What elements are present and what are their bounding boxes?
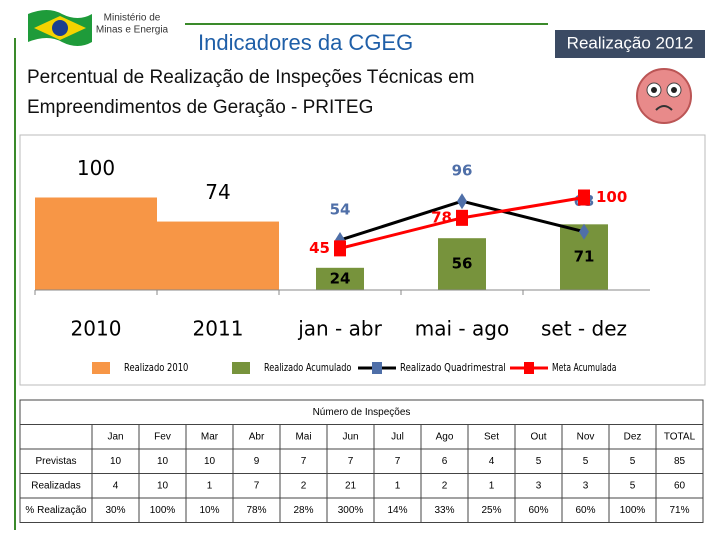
legend-swatch — [92, 362, 110, 374]
table-cell: 78% — [246, 505, 266, 516]
column-header: Abr — [249, 431, 265, 442]
table-cell: 5 — [630, 456, 636, 467]
value-label: 71 — [574, 248, 595, 266]
table-cell: 85 — [674, 456, 686, 467]
legend-label: Meta Acumulada — [552, 361, 616, 374]
bar — [157, 222, 279, 290]
value-label: 45 — [309, 239, 330, 257]
value-label: 74 — [205, 180, 230, 204]
table-cell: 10 — [110, 456, 122, 467]
header-title: Indicadores da CGEG — [198, 30, 413, 55]
table-title: Número de Inspeções — [313, 407, 411, 418]
x-tick-label: 2011 — [193, 317, 244, 341]
table-cell: 33% — [434, 505, 454, 516]
value-label: 56 — [452, 255, 473, 273]
legend-label: Realizado Acumulado — [264, 361, 352, 374]
column-header: Ago — [436, 431, 454, 442]
table-cell: 1 — [489, 480, 495, 491]
page: Ministério de Minas e Energia Indicadore… — [0, 0, 710, 533]
table-cell: 7 — [395, 456, 401, 467]
table-cell: 10 — [157, 456, 169, 467]
table-cell: 60% — [528, 505, 548, 516]
legend-label: Realizado 2010 — [124, 361, 188, 374]
table-cell: 4 — [489, 456, 495, 467]
face-icon — [637, 69, 691, 123]
value-label: 100 — [596, 188, 627, 206]
table-cell: 10% — [199, 505, 219, 516]
value-label: 100 — [77, 156, 115, 180]
value-label: 78 — [431, 208, 452, 226]
subtitle: Percentual de Realização de Inspeções Té… — [27, 67, 474, 88]
table-cell: 4 — [113, 480, 119, 491]
legend-label: Realizado Quadrimestral — [400, 361, 506, 374]
column-header: Fev — [154, 431, 171, 442]
flag-logo — [28, 10, 92, 46]
row-header: Realizadas — [31, 480, 80, 491]
legend-swatch — [524, 362, 534, 374]
column-header: Jan — [107, 431, 123, 442]
column-header: Nov — [577, 431, 595, 442]
table-cell: 7 — [348, 456, 354, 467]
table-cell: 25% — [481, 505, 501, 516]
table-cell: 28% — [293, 505, 313, 516]
column-header: Out — [530, 431, 546, 442]
subtitle: Empreendimentos de Geração - PRITEG — [27, 97, 373, 118]
marker — [457, 193, 467, 209]
table-cell: 300% — [338, 505, 364, 516]
table-cell: 5 — [630, 480, 636, 491]
bar — [35, 198, 157, 291]
column-header: Mai — [295, 431, 311, 442]
row-header: Previstas — [35, 456, 76, 467]
table-cell: 14% — [387, 505, 407, 516]
table-cell: 7 — [254, 480, 260, 491]
marker — [578, 190, 590, 206]
table-cell: 10 — [204, 456, 216, 467]
value-label: 54 — [330, 201, 351, 219]
legend-swatch — [372, 362, 382, 374]
table-cell: 30% — [105, 505, 125, 516]
column-header: Mar — [201, 431, 219, 442]
ministry-line: Minas e Energia — [96, 25, 169, 36]
table-cell: 5 — [536, 456, 542, 467]
x-tick-label: jan - abr — [297, 317, 382, 341]
table-cell: 60 — [674, 480, 686, 491]
table-cell: 3 — [536, 480, 542, 491]
value-label: 24 — [330, 269, 351, 287]
x-tick-label: 2010 — [71, 317, 122, 341]
table-cell: 3 — [583, 480, 589, 491]
table: Número de Inspeções Jan Fev Mar Abr Mai Jun Jul… — [20, 400, 703, 523]
table-cell: 71% — [669, 505, 689, 516]
x-tick-label: set - dez — [541, 317, 627, 341]
column-header: TOTAL — [664, 431, 696, 442]
table-cell: 9 — [254, 456, 260, 467]
table-cell: 100% — [150, 505, 176, 516]
table-cell: 2 — [301, 480, 307, 491]
table-cell: 5 — [583, 456, 589, 467]
slide: Ministério de Minas e Energia Indicadore… — [0, 0, 710, 533]
table-cell: 7 — [301, 456, 307, 467]
column-header: Jun — [342, 431, 358, 442]
ministry-line: Ministério de — [104, 13, 161, 24]
chart: 2010 2011 jan - abr mai - ago set - dez 100 74… — [35, 156, 650, 374]
table-cell: 60% — [575, 505, 595, 516]
table-cell: 1 — [207, 480, 213, 491]
table-cell: 2 — [442, 480, 448, 491]
table-cell: 21 — [345, 480, 357, 491]
column-header: Dez — [624, 431, 642, 442]
table-cell: 6 — [442, 456, 448, 467]
row-header: % Realização — [25, 505, 87, 516]
table-cell: 100% — [620, 505, 646, 516]
column-header: Set — [484, 431, 499, 442]
badge: Realização 2012 — [567, 33, 694, 52]
legend-swatch — [232, 362, 250, 374]
column-header: Jul — [391, 431, 404, 442]
table-cell: 1 — [395, 480, 401, 491]
value-label: 96 — [452, 162, 473, 180]
marker — [334, 240, 346, 256]
x-tick-label: mai - ago — [415, 317, 509, 341]
marker — [456, 210, 468, 226]
table-cell: 10 — [157, 480, 169, 491]
